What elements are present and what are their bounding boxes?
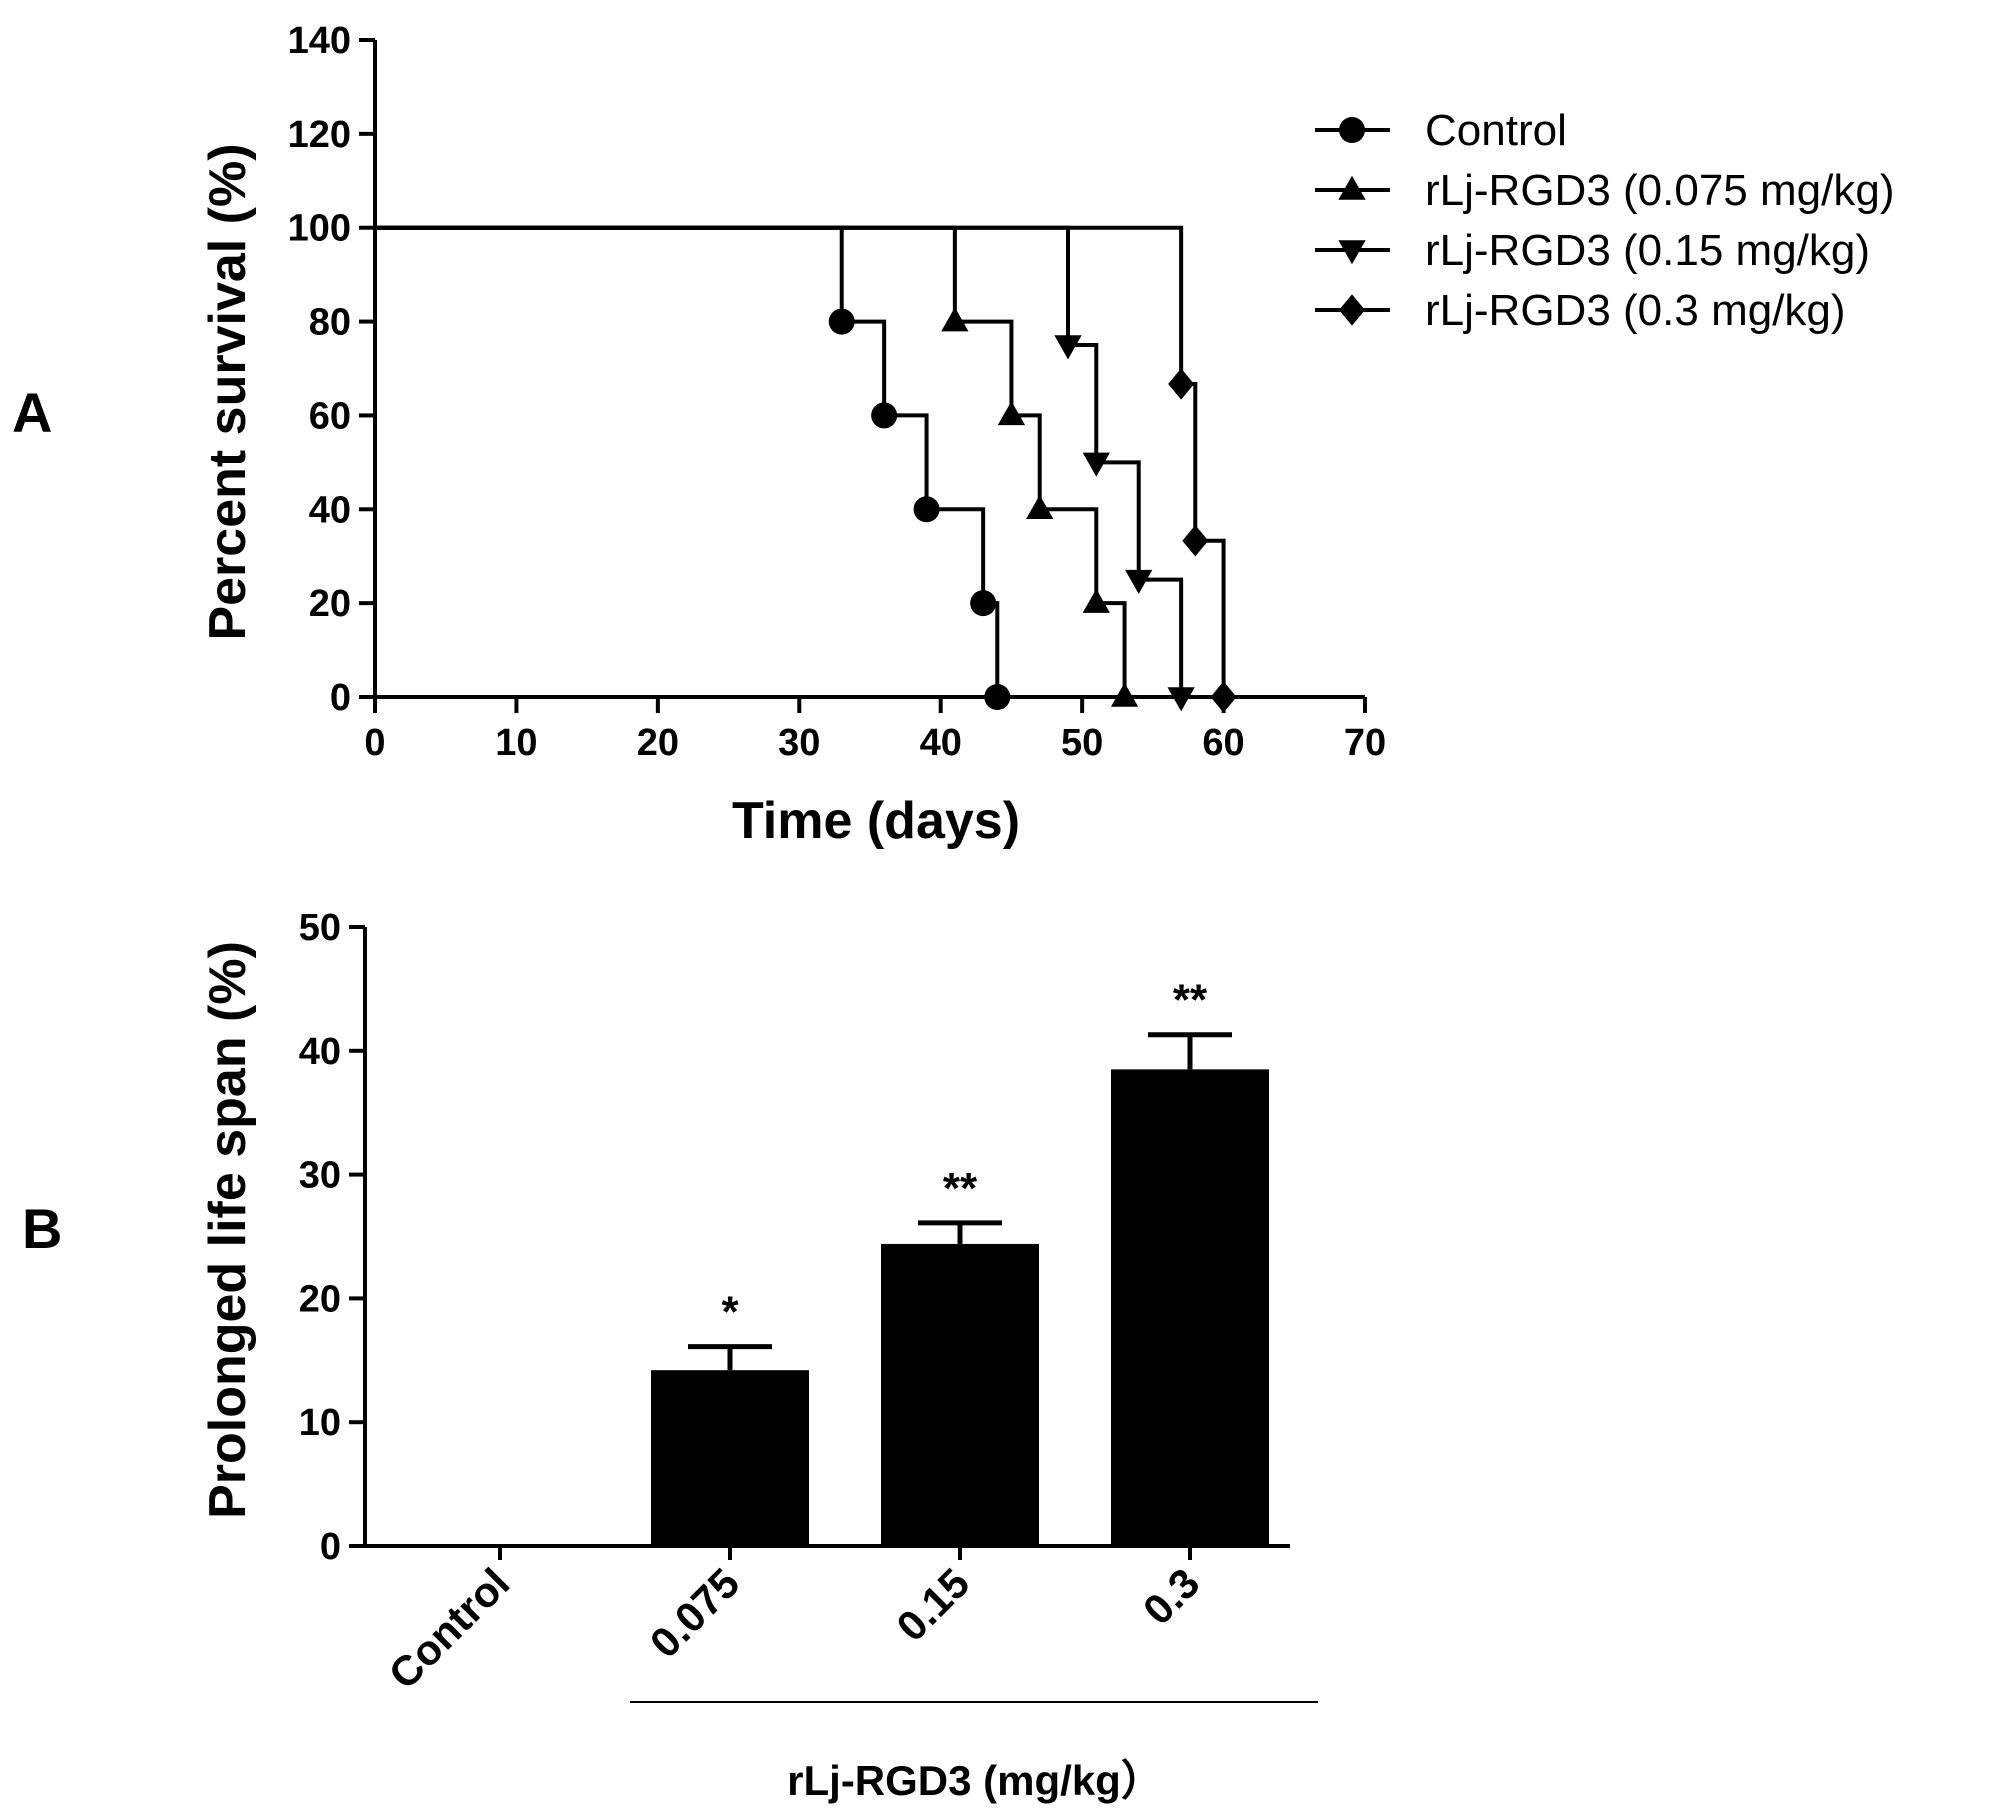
panel-b-y-tick-label: 50 xyxy=(299,907,341,949)
panel-a-x-tick-label: 10 xyxy=(495,722,537,764)
legend-entry: rLj-RGD3 (0.15 mg/kg) xyxy=(1425,226,1870,275)
panel-b-y-axis-label: Prolonged life span (%) xyxy=(199,941,257,1519)
panel-b-x-tick-label: 0.15 xyxy=(887,1559,978,1650)
panel-b-bars: ***** xyxy=(651,976,1269,1546)
significance-label: ** xyxy=(1173,976,1208,1025)
panel-a-y-tick-label: 120 xyxy=(288,114,351,156)
panel-a-y-axis-label: Percent survival (%) xyxy=(199,143,257,640)
legend-marker xyxy=(1339,294,1365,326)
panel-a-y-tick-label: 60 xyxy=(309,395,351,437)
panel-a-data-point xyxy=(941,307,969,332)
panel-a-y-tick-label: 0 xyxy=(330,677,351,719)
bar xyxy=(651,1370,809,1546)
panel-b-label: B xyxy=(22,1197,62,1260)
panel-a-data-point xyxy=(1125,569,1153,594)
panel-a-series-line-3 xyxy=(375,225,1365,699)
bar xyxy=(881,1243,1039,1546)
panel-a-data-point xyxy=(970,590,997,617)
panel-a-survival-chart: A 0 10 20 30 40 50 60 70 0 20 40 60 80 100 120 140 Cont… xyxy=(12,20,1894,850)
panel-a-data-point xyxy=(1110,682,1139,707)
panel-b-y-tick-label: 0 xyxy=(320,1526,341,1568)
panel-a-x-tick-label: 50 xyxy=(1061,722,1103,764)
significance-label: ** xyxy=(943,1164,978,1213)
panel-a-x-tick-label: 20 xyxy=(637,722,679,764)
panel-a-data-point xyxy=(997,401,1026,426)
panel-a-data-point xyxy=(1026,494,1054,520)
legend-entry: rLj-RGD3 (0.3 mg/kg) xyxy=(1425,286,1846,335)
legend-marker xyxy=(1338,175,1366,200)
panel-b-x-tick-label: 0.075 xyxy=(641,1559,749,1667)
panel-a-y-tick-label: 140 xyxy=(288,20,351,62)
panel-a-data-point xyxy=(828,308,855,335)
legend-entry: rLj-RGD3 (0.075 mg/kg) xyxy=(1425,166,1894,215)
panel-a-series-line-4 xyxy=(375,225,1365,699)
panel-a-x-tick-label: 70 xyxy=(1344,722,1386,764)
legend-entry: Control xyxy=(1425,106,1567,155)
panel-a-data-point xyxy=(984,684,1011,710)
panel-a-data-point xyxy=(1167,687,1195,712)
legend-marker xyxy=(1338,240,1366,265)
panel-b-y-tick-label: 20 xyxy=(299,1278,341,1320)
panel-a-x-tick-label: 40 xyxy=(920,722,962,764)
panel-a-series-line-1 xyxy=(375,225,1365,699)
panel-a-data-point xyxy=(1082,452,1110,477)
panel-b-y-tick-label: 30 xyxy=(299,1155,341,1197)
panel-a-x-tick-label: 30 xyxy=(778,722,820,764)
panel-b-y-tick-label: 10 xyxy=(299,1402,341,1444)
bar xyxy=(1111,1069,1269,1546)
panel-a-data-point xyxy=(1210,681,1237,713)
panel-a-data-point xyxy=(1168,368,1195,400)
panel-a-y-tick-label: 20 xyxy=(309,583,351,625)
panel-b-group-label: rLj-RGD3 (mg/kg） xyxy=(787,1757,1163,1804)
panel-a-data-point xyxy=(1082,588,1110,613)
panel-a-series-line-2 xyxy=(375,225,1365,699)
panel-a-x-tick-label: 60 xyxy=(1202,722,1244,764)
panel-a-series xyxy=(375,225,1365,713)
panel-a-label: A xyxy=(12,381,52,444)
legend-marker xyxy=(1339,117,1365,143)
panel-a-y-tick-label: 40 xyxy=(309,489,351,531)
panel-a-legend: Control rLj-RGD3 (0.075 mg/kg) rLj-RGD3 (0… xyxy=(1315,106,1894,335)
panel-a-x-axis-label: Time (days) xyxy=(732,792,1020,850)
panel-a-data-point xyxy=(1054,335,1082,360)
significance-label: * xyxy=(721,1288,739,1337)
panel-a-axes: 0 10 20 30 40 50 60 70 0 20 40 60 80 100 120 140 xyxy=(288,20,1387,764)
panel-a-y-tick-label: 80 xyxy=(309,302,351,344)
panel-b-y-tick-label: 40 xyxy=(299,1031,341,1073)
panel-a-data-point xyxy=(913,496,940,523)
panel-b-x-tick-label: 0.3 xyxy=(1134,1559,1209,1634)
panel-a-y-tick-label: 100 xyxy=(288,208,351,250)
panel-a-data-point xyxy=(1182,525,1209,557)
panel-a-data-point xyxy=(871,402,898,429)
panel-a-x-tick-label: 0 xyxy=(364,722,385,764)
panel-b-x-tick-label: Control xyxy=(380,1559,519,1698)
